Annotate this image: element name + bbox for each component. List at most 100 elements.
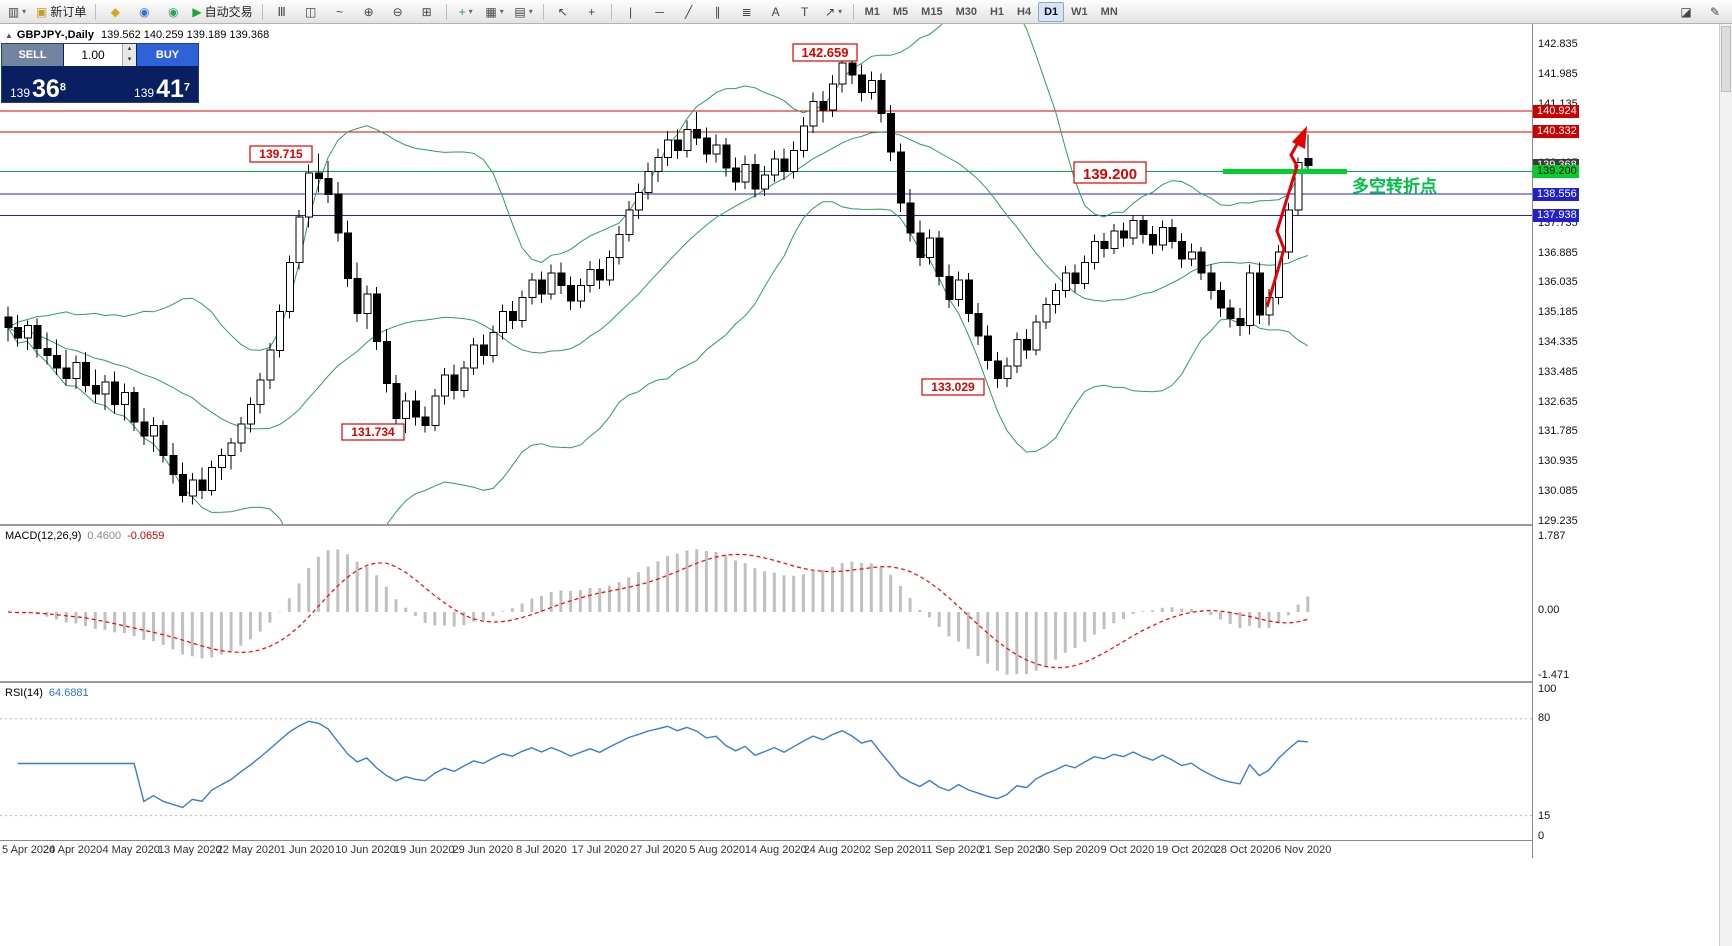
horizontal-line-button[interactable]: ─ — [646, 1, 674, 23]
candle-body — [955, 279, 964, 300]
fibonacci-button[interactable]: ≣ — [733, 1, 761, 23]
market-button[interactable]: ◉ — [159, 1, 187, 23]
bollinger-upper-band[interactable] — [7, 24, 1309, 351]
channel-button[interactable]: ∥ — [704, 1, 732, 23]
candlestick-type-button[interactable]: ◫ — [297, 1, 325, 23]
price-label-annotation[interactable]: 139.715 — [249, 145, 313, 163]
candle-body — [1226, 307, 1235, 320]
timeframe-m5-button[interactable]: M5 — [892, 5, 909, 18]
timeframe-m30-button[interactable]: M30 — [955, 5, 977, 18]
new-order-button[interactable]: ▣ 新订单 — [32, 1, 90, 23]
timeframe-m15-button[interactable]: M15 — [921, 5, 943, 18]
label-button[interactable]: T — [791, 1, 819, 23]
main-chart[interactable]: 142.659 139.715 131.734 133.029 139.200 多空转折点 — [0, 24, 1532, 524]
bollinger-lower-band[interactable] — [7, 201, 1309, 524]
candle-body — [43, 348, 52, 356]
macd-panel[interactable] — [0, 526, 1532, 681]
time-axis-label: 14 Aug 2020 — [744, 844, 807, 856]
price-axis-label: 130.935 — [1538, 455, 1578, 468]
time-axis[interactable]: 5 Apr 2020 24 Apr 2020 4 May 2020 13 May 20… — [0, 840, 1532, 859]
text-button[interactable]: A — [762, 1, 790, 23]
time-axis-label: 27 Jul 2020 — [630, 844, 688, 856]
metaeditor-button[interactable]: ◆ — [101, 1, 129, 23]
buy-price: 139417 — [134, 75, 190, 103]
bar-chart-type-button[interactable]: Ⅲ — [268, 1, 296, 23]
turning-point-note[interactable]: 多空转折点 — [1352, 176, 1437, 196]
bollinger-middle-band[interactable] — [7, 131, 1308, 430]
price-axis-label: 142.835 — [1538, 38, 1578, 50]
scrollbar-thumb[interactable] — [1721, 26, 1731, 92]
tile-windows-icon: ⊞ — [421, 4, 432, 19]
indicators-button[interactable]: + ▾ — [452, 1, 480, 23]
new-chart-button[interactable]: ▥ ▾ — [3, 1, 31, 23]
vertical-scrollbar[interactable] — [1719, 24, 1732, 946]
timeframe-h1-button[interactable]: H1 — [989, 5, 1005, 18]
docking-button[interactable]: ◪ — [1680, 4, 1692, 19]
candle-body — [53, 355, 61, 369]
timeframe-h4-button[interactable]: H4 — [1017, 5, 1032, 18]
rsi-scale-label: 80 — [1538, 712, 1551, 724]
candle-body — [421, 416, 430, 427]
price-label-annotation[interactable]: 139.200 — [1073, 161, 1147, 184]
community-button[interactable]: ◉ — [130, 1, 158, 23]
candle-body — [460, 367, 469, 392]
community-icon: ◉ — [139, 4, 150, 19]
rsi-line[interactable] — [17, 720, 1308, 809]
time-axis-label: 17 Jul 2020 — [571, 844, 629, 856]
candle-body — [1100, 241, 1109, 250]
price-label-annotation[interactable]: 142.659 — [792, 43, 858, 62]
candle-body — [431, 395, 440, 427]
collapse-panel-button[interactable]: ▲ — [5, 31, 13, 40]
panel-separator[interactable] — [0, 524, 1580, 526]
vertical-line-button[interactable]: | — [617, 1, 645, 23]
timeframe-mn-button[interactable]: MN — [1100, 5, 1118, 18]
buy-button[interactable]: BUY — [136, 44, 198, 66]
trendline-icon: ╱ — [684, 4, 693, 19]
candle-body — [179, 474, 188, 497]
candle-body — [974, 312, 983, 337]
chart-window[interactable]: 142.659 139.715 131.734 133.029 139.200 多空转折点… — [0, 24, 1580, 858]
sell-button[interactable]: SELL — [2, 44, 64, 66]
zoom-out-button[interactable]: ⊖ — [384, 1, 412, 23]
trend-arrow[interactable] — [1265, 133, 1305, 308]
sell-price: 139368 — [10, 75, 66, 103]
volume-input[interactable] — [64, 44, 122, 66]
timeframe-m1-button[interactable]: M1 — [864, 5, 880, 18]
cursor-button[interactable]: ↖ — [549, 1, 577, 23]
tile-windows-button[interactable]: ⊞ — [413, 1, 441, 23]
price-label-annotation[interactable]: 131.734 — [341, 423, 405, 441]
volume-stepper: ▴ ▾ — [64, 44, 136, 66]
vertical-line-icon: | — [629, 4, 633, 19]
svg-text:139.715: 139.715 — [259, 147, 303, 161]
horizontal-line-icon: ─ — [655, 4, 664, 19]
candle-body — [489, 332, 498, 357]
candle-body — [33, 325, 42, 350]
panel-separator[interactable] — [0, 681, 1580, 683]
price-axis[interactable]: 142.835141.985141.135140.285139.435138.5… — [1532, 24, 1580, 858]
price-axis-label: 136.885 — [1538, 246, 1578, 259]
edit-button[interactable]: ✎ — [1709, 4, 1721, 19]
arrows-button[interactable]: ↗ ▾ — [820, 1, 848, 23]
svg-text:142.659: 142.659 — [802, 45, 849, 60]
zoom-in-button[interactable]: ⊕ — [355, 1, 383, 23]
templates-button[interactable]: ▤ ▾ — [510, 1, 538, 23]
time-axis-label: 10 Jun 2020 — [335, 844, 396, 856]
price-label-annotation[interactable]: 133.029 — [921, 378, 985, 396]
caret-down-icon: ▾ — [499, 7, 504, 16]
candle-body — [1003, 365, 1012, 379]
candle-body — [1061, 272, 1070, 292]
macd-signal-line[interactable] — [7, 553, 1308, 669]
timeframe-w1-button[interactable]: W1 — [1071, 5, 1088, 18]
volume-down-button[interactable]: ▾ — [123, 55, 136, 66]
trendline-button[interactable]: ╱ — [675, 1, 703, 23]
periods-button[interactable]: ▦ ▾ — [481, 1, 509, 23]
rsi-panel[interactable] — [0, 683, 1532, 838]
autotrading-button[interactable]: ▶ 自动交易 — [188, 1, 256, 23]
line-chart-type-button[interactable]: ~ — [326, 1, 354, 23]
arrows-icon: ↗ — [825, 4, 836, 19]
main-toolbar: ▥ ▾ ▣ 新订单 ◆ ◉ ◉ ▶ 自动交易 Ⅲ ◫ ~ ⊕ ⊖ ⊞ + ▾ ▦ ▾ ▤ ▾ ↖ + | ─ ╱ ∥ ≣ A T ↗ ▾ M1 M… — [0, 0, 1732, 24]
timeframe-d1-button[interactable]: D1 — [1038, 1, 1065, 22]
crosshair-button[interactable]: + — [578, 1, 606, 23]
volume-up-button[interactable]: ▴ — [123, 44, 136, 55]
candle-body — [382, 341, 391, 385]
